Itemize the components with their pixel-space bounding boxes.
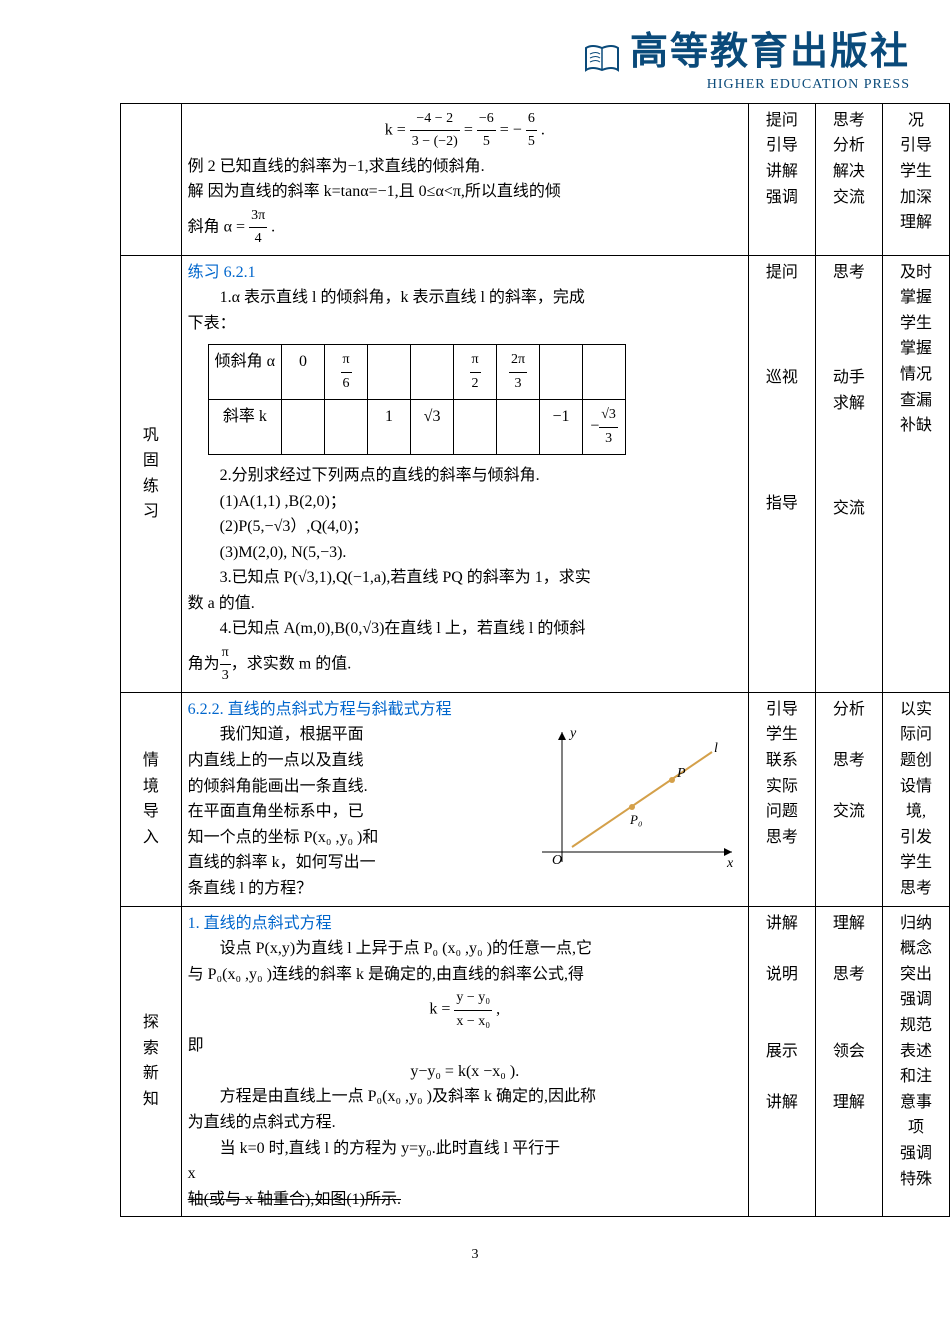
coordinate-graph: O x y l P P₀ [522,722,742,901]
publisher-name-cn: 高等教育出版社 [630,31,910,73]
teacher-col: 提问 引导 讲解 强调 [748,103,815,255]
intent-col-4: 归纳 概念 突出 强调 规范 表述 和注 意事 项 强调 特殊 [882,906,949,1217]
q2-2: (2)P(5,−√3）,Q(4,0)； [220,514,742,540]
angle-slope-table: 倾斜角 α 0 π6 π2 2π3 斜率 k 1 [208,344,626,455]
teacher-col-2: 提问 巡视 指导 [748,255,815,692]
example2-solution: 解 因为直线的斜率 k=tanα=−1,且 0≤α<π,所以直线的倾 [188,179,742,205]
page-header: 高等教育出版社 HIGHER EDUCATION PRESS [0,0,950,103]
intent-col: 况 引导 学生 加深 理解 [882,103,949,255]
l-label: l [714,741,718,756]
page-number: 3 [0,1247,950,1263]
section-622-title: 6.2.2. 直线的点斜式方程与斜截式方程 [188,697,742,723]
q3: 3.已知点 P(√3,1),Q(−1,a),若直线 PQ 的斜率为 1，求实 [188,565,742,591]
section-explore: 探索新知 [121,906,182,1217]
teacher-col-4: 讲解 说明 展示 讲解 [748,906,815,1217]
p-label: P [676,766,686,781]
slope-formula: k = y − y₀x − x₀ , [188,987,742,1033]
q1-text2: 下表： [188,311,742,337]
example2-angle: 斜角 α = 3π4 . [188,205,742,251]
q3-post: 数 a 的值. [188,591,742,617]
struck-text: 轴(或与 x 轴重合),如图(1)所示. [188,1187,742,1213]
q2-3: (3)M(2,0), N(5,−3). [220,540,742,566]
q2: 2.分别求经过下列两点的直线的斜率与倾斜角. [188,463,742,489]
intent-col-2: 及时 掌握 学生 掌握 情况 查漏 补缺 [882,255,949,692]
practice-title: 练习 6.2.1 [188,260,742,286]
y-label: y [568,726,577,741]
section-practice: 巩固练习 [121,255,182,692]
point-slope-eq: y−y₀ = k(x −x₀ ). [188,1059,742,1085]
section-label-blank [121,103,182,255]
student-col-2: 思考 动手 求解 交流 [815,255,882,692]
example2-title: 例 2 已知直线的斜率为−1,求直线的倾斜角. [188,154,742,180]
content-explore: 1. 直线的点斜式方程 设点 P(x,y)为直线 l 上异于点 P₀ (x₀ ,… [181,906,748,1217]
publisher-name-en: HIGHER EDUCATION PRESS [582,77,910,93]
point-slope-title: 1. 直线的点斜式方程 [188,911,742,937]
content-context: 6.2.2. 直线的点斜式方程与斜截式方程 我们知道，根据平面 内直线上的一点以… [181,692,748,906]
q4: 4.已知点 A(m,0),B(0,√3)在直线 l 上，若直线 l 的倾斜 [188,616,742,642]
teacher-col-3: 引导 学生 联系 实际 问题 思考 [748,692,815,906]
formula-k: k = −4 − 23 − (−2) = −65 = − 65 . [188,108,742,154]
main-table: k = −4 − 23 − (−2) = −65 = − 65 . 例 2 已知… [120,103,950,1218]
content-practice: 练习 6.2.1 1.α 表示直线 l 的倾斜角，k 表示直线 l 的斜率，完成… [181,255,748,692]
student-col-4: 理解 思考 领会 理解 [815,906,882,1217]
section-context: 情境导入 [121,692,182,906]
student-col-3: 分析 思考 交流 [815,692,882,906]
o-label: O [552,853,562,868]
p0-label: P₀ [629,812,642,827]
x-label: x [726,856,734,871]
q1-text: 1.α 表示直线 l 的倾斜角，k 表示直线 l 的斜率，完成 [188,285,742,311]
q2-1: (1)A(1,1) ,B(2,0)； [220,489,742,515]
content-example: k = −4 − 23 − (−2) = −65 = − 65 . 例 2 已知… [181,103,748,255]
book-icon [582,40,622,81]
intent-col-3: 以实 际问 题创 设情 境, 引发 学生 思考 [882,692,949,906]
q4-post: 角为π3，求实数 m 的值. [188,642,742,688]
publisher-logo: 高等教育出版社 HIGHER EDUCATION PRESS [582,20,910,93]
student-col: 思考 分析 解决 交流 [815,103,882,255]
